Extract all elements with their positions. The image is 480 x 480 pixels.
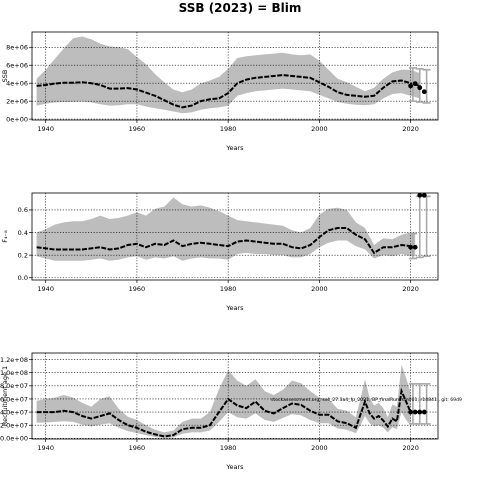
x-tick-label: 2020 [402,444,419,452]
confidence-band [36,364,411,438]
x-tick-label: 1980 [220,285,237,293]
y-tick-label: 0e+00 [6,115,28,123]
y-tick-label: 0.0 [18,274,28,282]
y-tick-label: 8.0e+07 [0,382,28,390]
y-axis-label: SSB [1,70,9,83]
data-point [421,409,427,415]
plot-area [32,353,438,439]
plot-frame [31,352,439,440]
x-tick-label: 2020 [402,125,419,133]
plot-frame [31,192,439,281]
median-line [36,387,412,438]
confidence-band [36,197,416,261]
data-point [417,85,423,91]
data-point [421,89,427,95]
x-axis-label: Years [225,463,244,471]
y-axis-label: F₄₋₈ [1,230,9,243]
y-tick-label: 2e+06 [6,97,28,105]
data-point [412,244,418,250]
x-axis-label: Years [225,144,244,152]
plot-area [32,32,438,120]
x-tick-label: 1960 [129,444,146,452]
y-tick-label: 1.2e+08 [0,356,28,364]
x-tick-label: 1980 [220,125,237,133]
y-tick-label: 4.0e+07 [0,408,28,416]
run-annotation: stockassessment.org, ss4_27.3a4_fp_2021,… [271,397,462,403]
median-line [36,74,421,109]
plot-area [32,193,438,280]
y-tick-label: 0.4 [18,229,28,237]
panel-f: 1940 1960 1980 2000 2020 0.0 0.2 0.4 0.6 Years F₄₋… [1,192,439,312]
y-tick-label: 0.0e+00 [0,435,28,443]
x-tick-label: 2020 [402,285,419,293]
figure-title: SSB (2023) = Blim [179,1,302,15]
x-tick-label: 2000 [311,444,328,452]
y-tick-label: 1.0e+08 [0,369,28,377]
y-tick-label: 0.6 [18,206,28,214]
y-tick-label: 6e+06 [6,62,28,70]
y-tick-label: 6.0e+07 [0,395,28,403]
y-tick-label: 0.2 [18,251,28,259]
y-tick-label: 8e+06 [6,44,28,52]
data-point [417,409,423,415]
y-tick-label: 4e+06 [6,79,28,87]
data-point [408,409,414,415]
data-point [421,193,427,198]
y-tick-label: 2.0e+07 [0,422,28,430]
data-point [408,244,414,250]
x-tick-label: 2000 [311,125,328,133]
panel-ssb: 1940 1960 1980 2000 2020 0e+00 2e+06 4e+06 6e+06… [1,31,439,152]
x-tick-label: 1960 [129,125,146,133]
data-point [408,83,414,89]
data-point [412,409,418,415]
data-point [417,193,423,198]
x-axis-label: Years [225,304,244,312]
x-tick-label: 2000 [311,285,328,293]
x-tick-label: 1980 [220,444,237,452]
x-tick-label: 1960 [129,285,146,293]
plot-frame [31,31,439,121]
data-point [412,81,418,87]
panel-recruitment: 1940 1960 1980 2000 2020 0.0e+00 2.0e+07 4.0e+0… [0,352,462,471]
x-tick-label: 1940 [37,125,54,133]
x-tick-label: 1940 [37,285,54,293]
x-tick-label: 1940 [37,444,54,452]
y-axis-label: Recruitment age 1 [1,366,9,426]
median-line [36,227,416,255]
